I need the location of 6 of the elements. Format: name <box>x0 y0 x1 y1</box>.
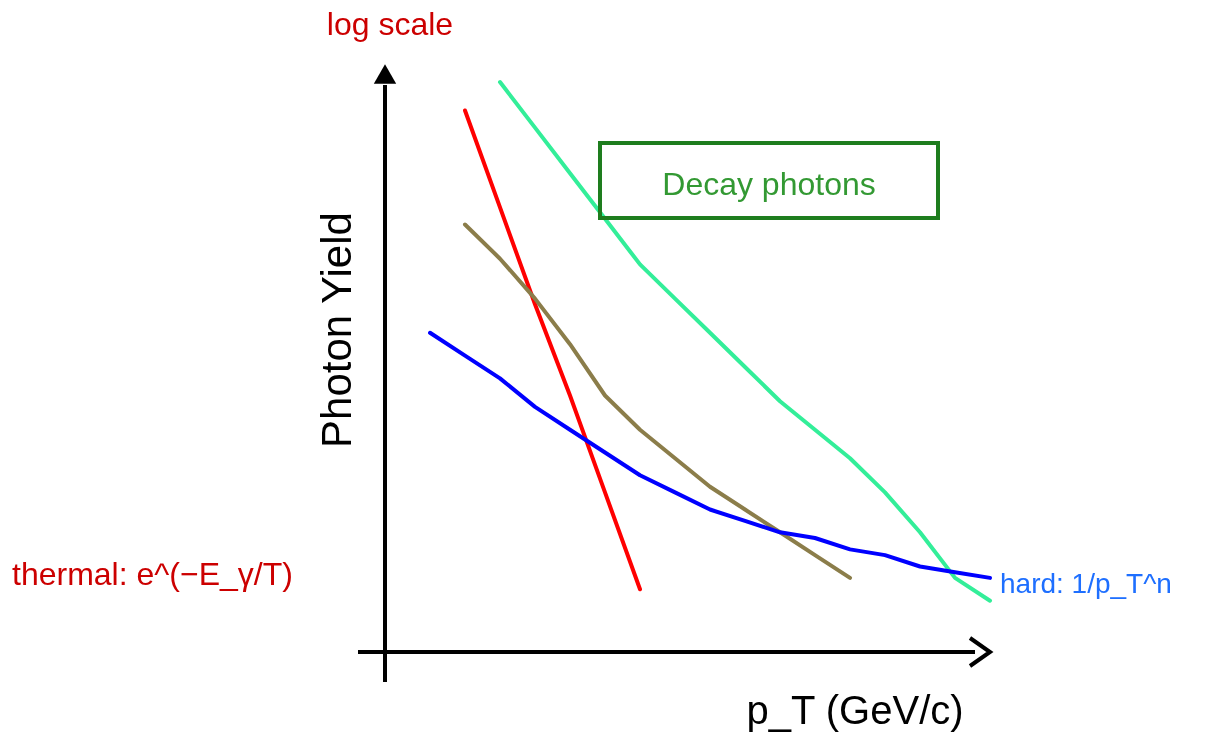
x-axis-title: p_T (GeV/c) <box>746 688 964 732</box>
text: log scale <box>326 6 454 42</box>
text: thermal: e^(−E_γ/T) <box>12 556 293 592</box>
annotation: Decay photons <box>662 166 876 202</box>
annotation: hard: 1/p_T^n <box>1000 568 1172 599</box>
y-axis-title: Photon Yield <box>313 212 360 448</box>
